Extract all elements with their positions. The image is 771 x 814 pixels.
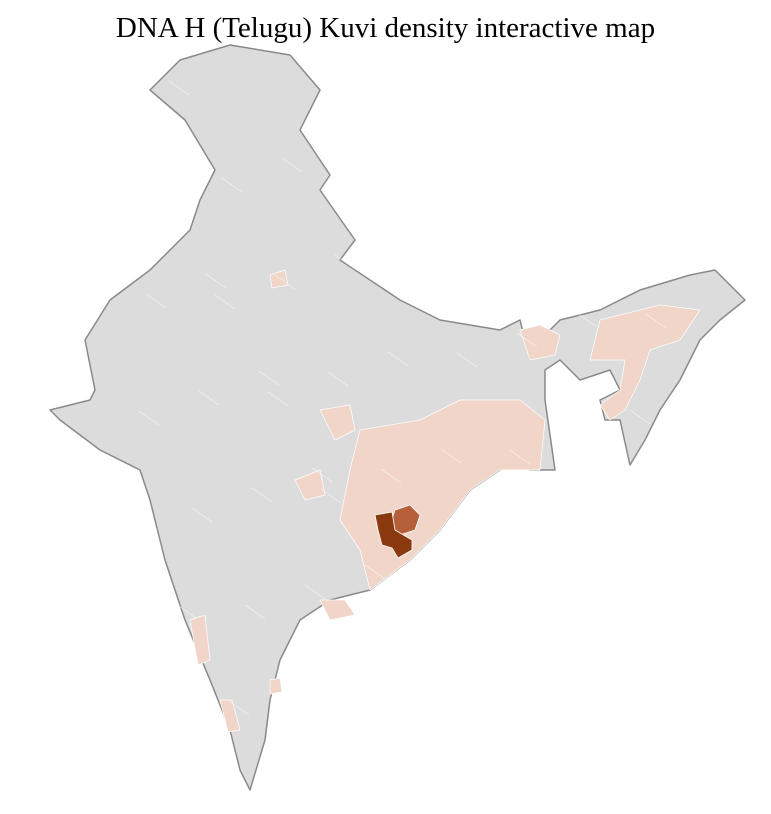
district-border (440, 448, 462, 464)
district-border (645, 313, 667, 329)
district-border (546, 642, 568, 658)
india-outline[interactable] (49, 44, 746, 791)
district-border (115, 623, 137, 639)
district-border (214, 294, 236, 310)
district-border (311, 467, 333, 483)
district-border (493, 545, 515, 561)
district-border (599, 99, 621, 115)
district-border (622, 526, 644, 542)
district-low-2[interactable] (589, 304, 701, 421)
district-low-5[interactable] (339, 399, 546, 591)
district-border (364, 564, 386, 580)
district-border (569, 429, 591, 445)
district-border (191, 507, 213, 523)
district-border (244, 604, 266, 620)
district-border (486, 662, 508, 678)
district-border (281, 157, 303, 173)
district-border (403, 255, 425, 271)
district-border (327, 371, 349, 387)
district-border (410, 138, 432, 154)
district-border (387, 351, 409, 367)
district-border (297, 701, 319, 717)
district-low-9[interactable] (219, 699, 241, 733)
district-border (152, 176, 174, 192)
district-high[interactable] (374, 511, 413, 559)
district-border (562, 546, 584, 562)
district-border (629, 409, 651, 425)
district-border (258, 370, 280, 386)
district-border (108, 100, 130, 116)
district-border (274, 274, 296, 290)
district-border (523, 215, 545, 231)
district-low-1[interactable] (519, 324, 561, 361)
district-border (350, 158, 372, 174)
district-border (357, 681, 379, 697)
district-border (539, 119, 561, 135)
district-border (470, 118, 492, 134)
district-border (433, 565, 455, 581)
map-title: DNA H (Telugu) Kuvi density interactive … (115, 12, 656, 44)
district-border (175, 603, 197, 619)
district-border (221, 177, 243, 193)
district-border (592, 216, 614, 232)
district-border (145, 293, 167, 309)
country-shape (49, 44, 746, 791)
district-border (334, 254, 356, 270)
district-low-0[interactable] (269, 269, 289, 289)
district-border (251, 487, 273, 503)
district-border (516, 332, 538, 348)
district-border (615, 643, 637, 659)
district-border (426, 682, 448, 698)
district-border (198, 390, 220, 406)
district-border (267, 391, 289, 407)
district-border (373, 585, 395, 601)
district-border (380, 468, 402, 484)
district-border (509, 449, 531, 465)
district-border (463, 235, 485, 251)
district-border (304, 584, 326, 600)
district-low-6[interactable] (319, 599, 356, 621)
district-border (205, 273, 227, 289)
district-border (161, 197, 183, 213)
district-border (417, 661, 439, 677)
district-border (99, 79, 121, 95)
district-low-8[interactable] (269, 677, 283, 695)
district-border (122, 506, 144, 522)
district-low-3[interactable] (319, 404, 356, 441)
district-border (456, 352, 478, 368)
district-border (168, 80, 190, 96)
district-border (320, 488, 342, 504)
district-borders (99, 79, 674, 717)
density-regions (189, 269, 701, 733)
district-border (652, 196, 674, 212)
district-border (576, 312, 598, 328)
district-low-4[interactable] (294, 469, 326, 501)
district-low-7[interactable] (189, 614, 211, 666)
district-border (228, 700, 250, 716)
district-border (138, 410, 160, 426)
